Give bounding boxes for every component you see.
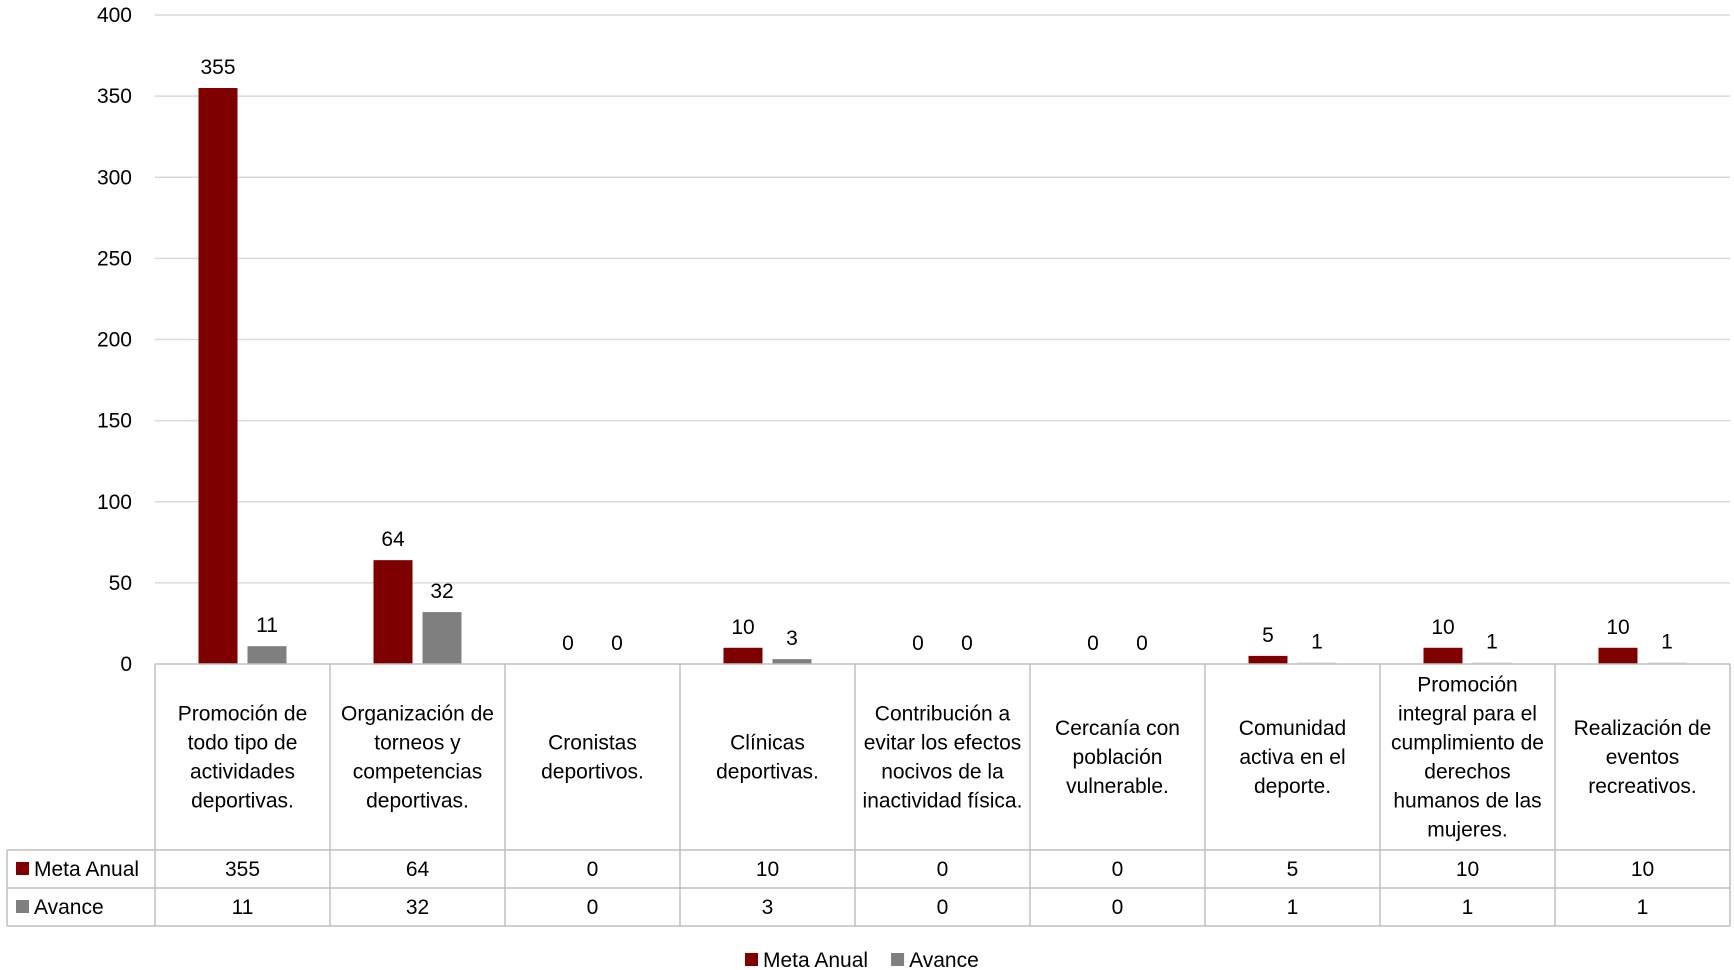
data-label: 10: [1431, 616, 1454, 639]
table-cell: 32: [406, 896, 429, 919]
category-label: Realización de eventos recreativos.: [1574, 717, 1712, 798]
table-cell: 10: [756, 858, 779, 881]
y-tick-label: 350: [97, 85, 132, 108]
data-label: 1: [1486, 630, 1498, 653]
category-label: Promoción de todo tipo de actividades depor…: [178, 703, 308, 813]
y-tick-label: 100: [97, 491, 132, 514]
data-label: 0: [912, 632, 924, 655]
table-cell: 11: [232, 896, 254, 919]
data-label: 0: [611, 632, 623, 655]
table-cell: 1: [1462, 896, 1474, 919]
data-label: 10: [731, 616, 754, 639]
table-cell: 0: [1112, 858, 1124, 881]
data-label: 64: [381, 528, 405, 551]
data-label: 0: [1087, 632, 1099, 655]
category-label: Promoción integral para el cumplimiento de…: [1391, 674, 1544, 842]
data-label: 10: [1606, 616, 1629, 639]
table-cell: 0: [587, 896, 599, 919]
category-label: Clínicas deportivas.: [716, 732, 819, 784]
bar-avance: [772, 659, 812, 664]
y-tick-label: 50: [109, 572, 132, 595]
bar-avance: [1297, 662, 1337, 664]
y-tick-label: 400: [97, 4, 132, 27]
table-cell: 355: [225, 858, 260, 881]
table-series-key: [16, 862, 29, 875]
gridlines: [155, 14, 1730, 584]
table-cell: 0: [937, 896, 949, 919]
table-cell: 0: [587, 858, 599, 881]
table-cell: 5: [1287, 858, 1299, 881]
bar-meta-anual: [373, 560, 413, 664]
legend-key: [745, 953, 758, 966]
table-series-name: Meta Anual: [34, 858, 139, 881]
y-tick-label: 150: [97, 410, 132, 433]
data-label: 3: [786, 627, 798, 650]
bar-meta-anual: [1598, 647, 1638, 664]
data-label: 32: [430, 580, 453, 603]
table-series-name: Avance: [34, 896, 104, 919]
category-label: Comunidad activa en el deporte.: [1239, 717, 1346, 798]
table-cell: 1: [1637, 896, 1649, 919]
data-label: 11: [256, 614, 278, 637]
data-label: 5: [1262, 624, 1274, 647]
table-cell: 64: [406, 858, 430, 881]
table-cell: 10: [1631, 858, 1654, 881]
legend: Meta Anual Avance: [745, 949, 979, 970]
table-cell: 0: [937, 858, 949, 881]
bar-meta-anual: [198, 88, 238, 664]
bar-meta-anual: [1423, 647, 1463, 664]
data-label: 1: [1661, 630, 1673, 653]
table-cell: 3: [762, 896, 774, 919]
legend-label: Meta Anual: [763, 949, 868, 970]
legend-key: [891, 953, 905, 966]
table-cell: 10: [1456, 858, 1479, 881]
bars: [198, 88, 1687, 664]
y-axis: 0 50 100 150 200 250 300 350 400: [97, 4, 132, 676]
y-tick-label: 300: [97, 166, 132, 189]
bar-avance: [1472, 662, 1512, 664]
category-label: Organización de torneos y competencias depo…: [341, 703, 494, 813]
data-label: 1: [1311, 630, 1323, 653]
y-tick-label: 200: [97, 329, 132, 352]
legend-label: Avance: [909, 949, 979, 970]
bar-meta-anual: [1248, 655, 1288, 664]
bar-meta-anual: [723, 647, 763, 664]
table-cell: 0: [1112, 896, 1124, 919]
category-label: Contribución a evitar los efectos nocivos …: [863, 703, 1023, 813]
table-series-key: [16, 900, 29, 913]
data-label: 0: [1136, 632, 1148, 655]
bar-avance: [247, 646, 287, 664]
data-label: 0: [562, 632, 574, 655]
table-cell: 1: [1287, 896, 1299, 919]
category-label: Cronistas deportivos.: [541, 732, 644, 784]
y-tick-label: 0: [120, 653, 132, 676]
data-table: Promoción de todo tipo de actividades depor…: [6, 663, 1731, 927]
bar-avance: [422, 612, 462, 664]
category-label: Cercanía con población vulnerable.: [1055, 717, 1180, 798]
data-label: 0: [961, 632, 973, 655]
y-tick-label: 250: [97, 247, 132, 270]
data-label: 355: [200, 56, 235, 79]
bar-avance: [1647, 662, 1687, 664]
